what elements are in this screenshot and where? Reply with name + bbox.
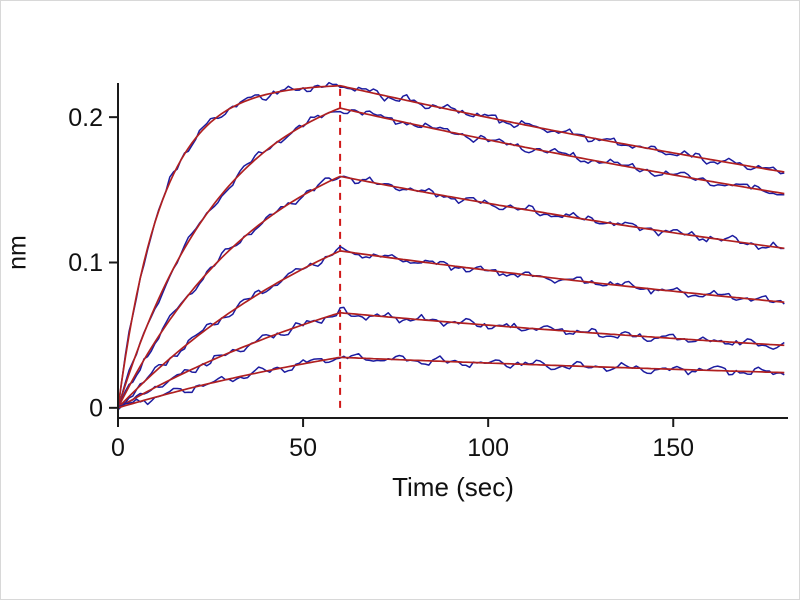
x-axis-title: Time (sec): [392, 472, 514, 502]
fit-line-curve-6: [117, 356, 785, 409]
y-axis-title: nm: [3, 235, 32, 270]
fit-line-curve-4: [117, 250, 785, 409]
x-tick-label: 0: [111, 434, 125, 462]
y-tick-label: 0: [89, 395, 103, 423]
fit-line-curve-1: [117, 84, 785, 408]
fit-line-curve-3: [117, 175, 785, 409]
x-tick-label: 100: [467, 434, 509, 462]
x-tick-label: 150: [652, 434, 694, 462]
fit-line-curve-2: [117, 107, 785, 409]
x-tick-label: 50: [289, 434, 317, 462]
fit-line-curve-5: [117, 311, 785, 409]
y-tick-label: 0.2: [68, 104, 103, 132]
data-trace-curve-3: [117, 175, 785, 408]
data-trace-curve-4: [117, 245, 785, 409]
y-tick-label: 0.1: [68, 249, 103, 277]
